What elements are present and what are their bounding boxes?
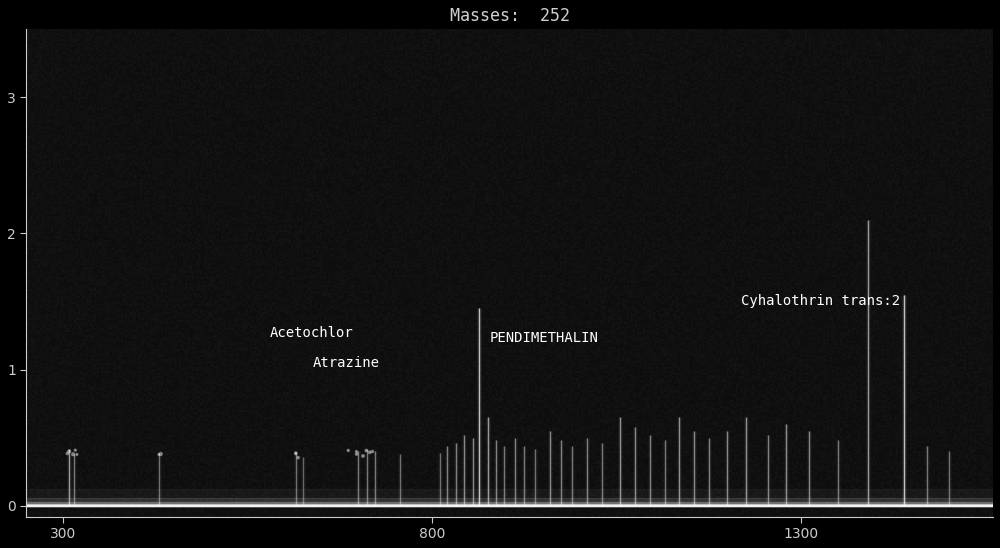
Point — [362, 448, 378, 456]
Text: Acetochlor: Acetochlor — [270, 326, 354, 340]
Point — [153, 449, 169, 458]
Text: Cyhalothrin trans:2: Cyhalothrin trans:2 — [741, 294, 900, 309]
Point — [355, 452, 371, 460]
Point — [288, 449, 304, 458]
Point — [340, 446, 356, 455]
Point — [349, 450, 365, 459]
Title: Masses:  252: Masses: 252 — [450, 7, 570, 25]
Point — [69, 450, 85, 459]
Point — [65, 450, 81, 459]
Point — [290, 453, 306, 462]
Bar — [26, 504, 993, 506]
Point — [59, 449, 75, 458]
Bar — [26, 498, 993, 506]
Bar — [26, 505, 993, 506]
Text: PENDIMETHALIN: PENDIMETHALIN — [490, 331, 599, 345]
Point — [151, 450, 167, 459]
Text: Atrazine: Atrazine — [313, 356, 380, 369]
Point — [364, 447, 380, 456]
Bar — [26, 501, 993, 506]
Point — [61, 447, 77, 456]
Point — [349, 447, 365, 456]
Point — [67, 446, 83, 455]
Point — [358, 446, 374, 455]
Bar — [26, 489, 993, 506]
Point — [288, 449, 304, 458]
